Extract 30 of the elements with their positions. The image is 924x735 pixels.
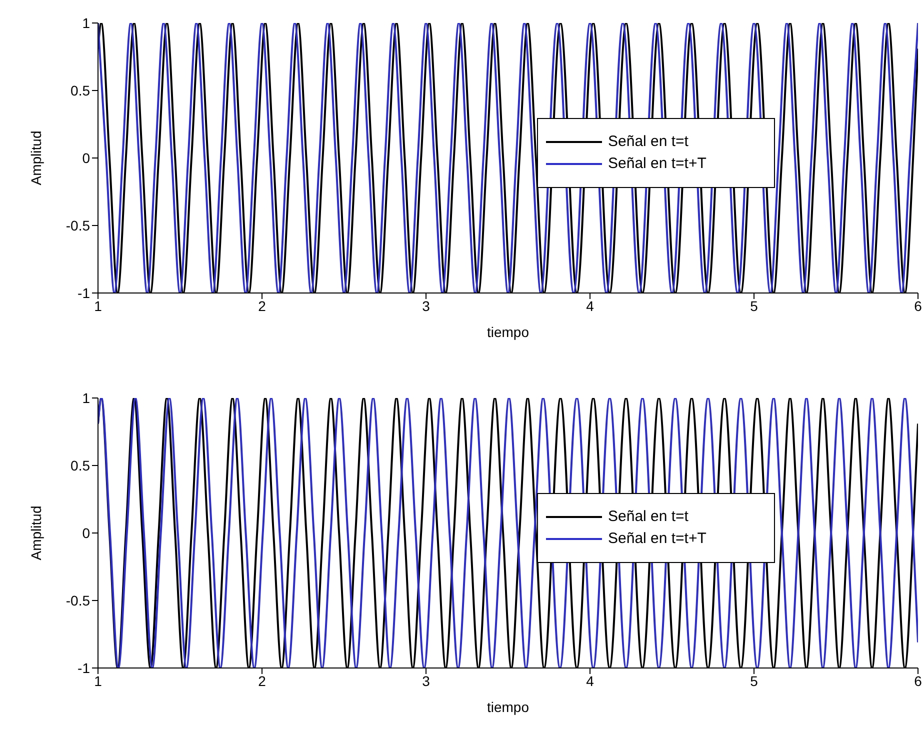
x-tick-label: 2 bbox=[258, 298, 266, 314]
y-tick-label: 1 bbox=[82, 390, 90, 406]
y-tick-label: 0.5 bbox=[70, 457, 90, 474]
y-tick-label: 1 bbox=[82, 14, 90, 31]
x-tick-label: 1 bbox=[94, 672, 102, 689]
y-tick-label: -0.5 bbox=[66, 217, 90, 234]
y-axis-title: Amplitud bbox=[28, 130, 44, 186]
y-axis-title: Amplitud bbox=[28, 506, 44, 560]
x-tick-label: 2 bbox=[258, 672, 266, 689]
y-tick-label: 0 bbox=[82, 150, 90, 166]
y-tick-label: -1 bbox=[78, 660, 90, 676]
legend-label: Señal en t=t bbox=[608, 132, 688, 152]
legend-label: Señal en t=t bbox=[608, 507, 688, 527]
x-tick-label: 5 bbox=[750, 672, 758, 689]
x-tick-label: 3 bbox=[422, 298, 430, 314]
legend-label: Señal en t=t+T bbox=[608, 154, 706, 174]
y-tick-label: -0.5 bbox=[66, 592, 90, 608]
x-axis-title: tiempo bbox=[486, 324, 530, 340]
y-tick-label: 0 bbox=[82, 524, 90, 541]
y-tick-label: -1 bbox=[78, 284, 90, 301]
x-tick-label: 4 bbox=[586, 298, 594, 314]
y-tick-label: 0.5 bbox=[70, 82, 90, 98]
x-tick-label: 5 bbox=[750, 298, 758, 314]
x-tick-label: 3 bbox=[422, 672, 430, 689]
x-tick-label: 6 bbox=[914, 672, 922, 689]
legend-label: Señal en t=t+T bbox=[608, 529, 706, 549]
x-tick-label: 4 bbox=[586, 672, 594, 689]
x-axis-title: tiempo bbox=[486, 699, 530, 715]
x-tick-label: 1 bbox=[94, 298, 102, 314]
x-tick-label: 6 bbox=[914, 298, 922, 314]
